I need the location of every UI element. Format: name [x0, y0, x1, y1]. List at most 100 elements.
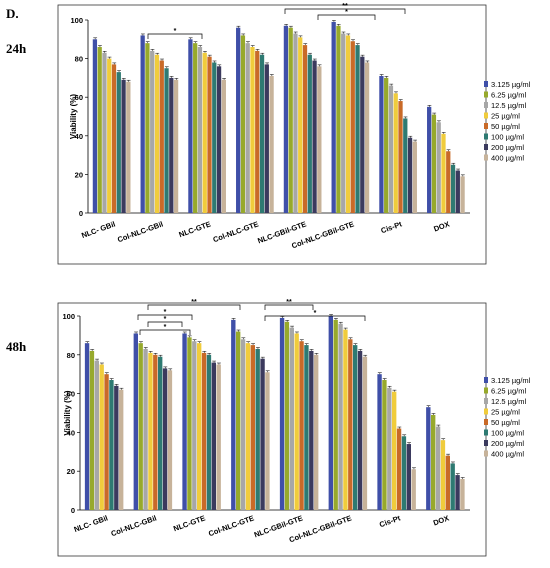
bar-48h-3-1 [236, 331, 241, 510]
legend-entry: 50 µg/ml [491, 122, 520, 131]
bar-48h-0-3 [99, 364, 104, 510]
bar-48h-2-3 [197, 343, 202, 510]
bar-24h-6-2 [388, 85, 394, 213]
bar-24h-3-7 [269, 75, 274, 213]
bar-48h-3-5 [255, 348, 260, 510]
significance-bracket [264, 304, 314, 310]
legend-swatch [484, 429, 488, 436]
legend-entry: 100 µg/ml [491, 429, 524, 438]
bar-48h-0-5 [109, 380, 114, 510]
legend-swatch [484, 123, 488, 129]
bar-48h-1-1 [138, 343, 143, 510]
significance-bracket [264, 315, 366, 321]
bar-24h-2-4 [207, 56, 212, 213]
significance-bracket [137, 314, 193, 320]
significance-label: * [314, 310, 317, 317]
bar-24h-4-6 [312, 60, 317, 213]
bar-48h-7-5 [450, 463, 455, 510]
y-tick-label: 80 [67, 351, 75, 360]
bar-24h-6-6 [407, 137, 413, 213]
legend-swatch [484, 81, 488, 87]
bar-24h-6-1 [384, 77, 389, 214]
legend-entry: 25 µg/ml [491, 112, 520, 121]
bar-24h-2-6 [216, 66, 222, 213]
bar-24h-4-5 [307, 54, 312, 213]
bar-24h-1-3 [154, 54, 160, 213]
bar-48h-7-4 [445, 455, 450, 510]
bar-24h-4-1 [288, 27, 293, 213]
bar-24h-6-3 [393, 93, 398, 213]
legend-swatch [484, 377, 488, 383]
legend-entry: 12.5 µg/ml [491, 397, 527, 406]
legend-swatch [484, 102, 488, 108]
bar-48h-1-7 [167, 370, 173, 510]
bar-48h-6-4 [396, 428, 402, 510]
bar-24h-1-0 [140, 35, 145, 213]
y-tick-label: 60 [67, 390, 75, 399]
bar-48h-0-6 [114, 385, 119, 510]
bar-24h-0-1 [97, 47, 102, 213]
bar-24h-2-0 [188, 39, 193, 213]
bar-24h-3-1 [240, 35, 246, 213]
bar-24h-6-0 [379, 75, 384, 213]
bar-24h-1-6 [169, 77, 174, 214]
bar-48h-2-4 [201, 352, 207, 510]
category-label: NLC- GBil [80, 219, 116, 240]
significance-bracket [317, 14, 376, 20]
bar-24h-5-7 [364, 62, 370, 214]
bar-48h-2-0 [182, 333, 187, 510]
legend-swatch [484, 419, 488, 425]
bar-24h-3-3 [250, 47, 255, 213]
bar-48h-0-4 [104, 374, 109, 510]
bar-48h-4-5 [304, 345, 309, 510]
significance-bracket [147, 304, 241, 310]
bar-24h-2-1 [193, 43, 198, 213]
legend-entry: 25 µg/ml [491, 408, 520, 417]
bar-48h-5-3 [343, 329, 348, 510]
significance-label: ** [286, 299, 292, 306]
bar-48h-6-1 [382, 380, 387, 510]
legend-entry: 50 µg/ml [491, 418, 520, 427]
bar-48h-2-2 [192, 341, 197, 510]
bar-24h-6-7 [412, 141, 417, 213]
bar-48h-4-3 [294, 333, 299, 510]
panel-letter: D. [6, 6, 19, 21]
bar-24h-4-7 [317, 66, 322, 213]
bar-48h-6-3 [392, 391, 397, 510]
bar-48h-3-4 [250, 345, 255, 510]
legend-swatch [484, 112, 488, 119]
bar-24h-0-3 [107, 58, 112, 213]
bar-24h-7-3 [441, 133, 446, 213]
legend-entry: 6.25 µg/ml [491, 387, 527, 396]
bar-24h-5-2 [341, 33, 346, 214]
bar-24h-7-4 [446, 151, 451, 213]
bar-48h-0-7 [119, 389, 124, 510]
bar-48h-5-6 [357, 350, 363, 510]
category-label: Cis-Pt [380, 219, 404, 235]
legend-entry: 200 µg/ml [491, 439, 524, 448]
legend-swatch [484, 154, 488, 161]
y-tick-label: 100 [62, 312, 75, 321]
y-axis-label: Viability (%) [69, 94, 78, 140]
bar-48h-6-0 [377, 374, 382, 510]
bar-24h-7-0 [427, 106, 432, 213]
significance-label: * [164, 309, 167, 316]
bar-48h-1-0 [133, 333, 138, 510]
significance-label: ** [342, 3, 348, 10]
bar-48h-1-2 [143, 348, 148, 510]
bar-48h-2-1 [187, 337, 192, 510]
bar-48h-3-3 [245, 343, 251, 510]
bar-24h-3-0 [236, 27, 241, 213]
category-label: NLC-GTE [178, 219, 212, 239]
bar-48h-4-4 [299, 341, 304, 510]
category-label: NLC- GBil [73, 513, 109, 534]
legend-entry: 200 µg/ml [491, 143, 524, 152]
bar-24h-7-2 [436, 122, 441, 213]
category-label: Col-NLC-GTE [207, 513, 255, 538]
y-tick-label: 80 [75, 55, 83, 64]
bar-24h-7-7 [460, 176, 465, 213]
bar-48h-6-2 [387, 387, 392, 510]
bar-24h-4-3 [298, 37, 303, 214]
bar-24h-0-5 [116, 72, 121, 213]
bar-24h-6-4 [398, 101, 403, 213]
